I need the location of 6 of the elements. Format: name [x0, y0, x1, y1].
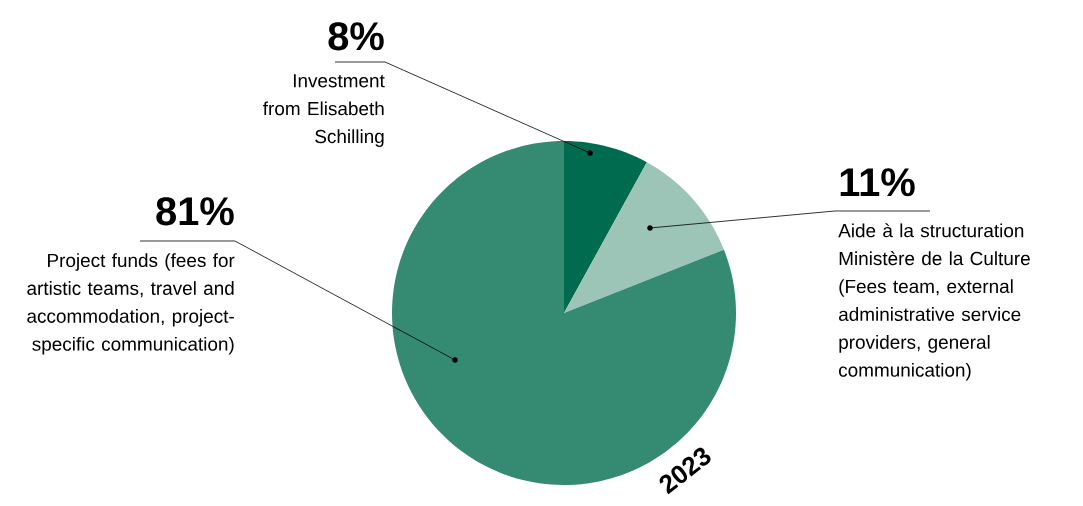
data-label: 11% [840, 168, 915, 197]
slice-label: Aide à la structuration Ministère de la Culture (Fees team, external administrative service providers, general communication) [838, 223, 1030, 381]
data-label: 8% [328, 22, 384, 51]
slice-label: Investment from Elisabeth Schilling [263, 74, 385, 147]
slice-label: Project funds (fees for artistic teams, travel and accommodation, project-specific communication) [27, 253, 235, 355]
data-label: 81% [156, 197, 234, 226]
